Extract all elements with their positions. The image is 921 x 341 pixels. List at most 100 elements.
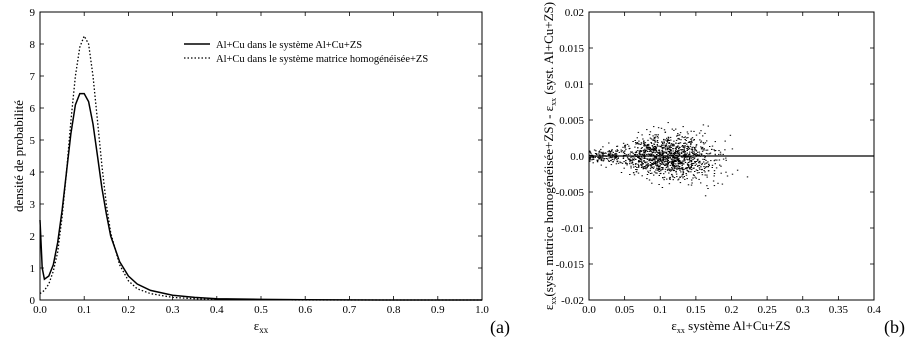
scatter-point	[655, 147, 657, 149]
scatter-point	[700, 166, 702, 168]
scatter-point	[653, 162, 656, 164]
panel-a: 0.0 0.1 0.2 0.3 0.4 0.5 0.6 0.7 0.8 0.9 1.0 0 1 2 3 4 5 6…	[11, 7, 510, 338]
scatter-point	[670, 162, 673, 164]
scatter-point	[632, 172, 635, 174]
scatter-point	[683, 147, 686, 149]
scatter-point	[650, 142, 652, 143]
scatter-point	[682, 146, 684, 148]
scatter-point	[668, 145, 670, 147]
scatter-point	[673, 169, 675, 171]
panel-label-b: (b)	[884, 317, 905, 338]
scatter-point	[658, 171, 660, 172]
scatter-point	[605, 158, 608, 159]
scatter-point	[600, 151, 602, 153]
y-axis-label-b-part2: (syst. Al+Cu+ZS)	[541, 2, 556, 98]
y-tick-label-a: 9	[30, 7, 36, 19]
y-axis-label-b-sub1: xx	[549, 297, 558, 305]
scatter-point	[673, 156, 676, 158]
scatter-point	[681, 162, 684, 164]
y-tick-label-b: 0.02	[565, 7, 584, 19]
scatter-point	[645, 145, 647, 147]
scatter-point	[654, 140, 656, 141]
scatter-point	[637, 161, 640, 162]
scatter-point	[624, 145, 626, 147]
scatter-point	[640, 142, 643, 144]
scatter-point	[707, 188, 709, 189]
scatter-point	[676, 154, 678, 156]
scatter-point	[662, 167, 664, 169]
scatter-point	[643, 142, 645, 144]
scatter-point	[658, 152, 661, 154]
scatter-point	[686, 150, 688, 151]
scatter-point	[676, 156, 678, 158]
scatter-point	[669, 153, 672, 155]
scatter-point	[675, 165, 677, 167]
scatter-point	[595, 154, 598, 155]
scatter-point	[650, 150, 652, 152]
scatter-point	[594, 156, 596, 158]
scatter-point	[679, 176, 681, 178]
scatter-point	[660, 163, 663, 165]
scatter-point	[646, 144, 649, 146]
scatter-point	[626, 143, 629, 145]
scatter-point	[725, 171, 727, 173]
scatter-point	[680, 163, 682, 165]
scatter-point	[653, 150, 655, 152]
scatter-point	[639, 149, 641, 151]
scatter-point	[668, 177, 671, 179]
scatter-point	[659, 163, 661, 164]
scatter-point	[639, 152, 641, 154]
x-tick-label-b: 0.05	[615, 304, 635, 316]
scatter-point	[684, 162, 687, 163]
scatter-point	[700, 140, 703, 142]
scatter-point	[671, 160, 673, 162]
scatter-point	[678, 154, 681, 156]
scatter-point	[627, 153, 629, 155]
scatter-point	[678, 134, 680, 136]
scatter-point	[660, 152, 662, 154]
scatter-point	[668, 151, 671, 152]
scatter-point	[661, 151, 664, 153]
scatter-point	[687, 154, 690, 156]
scatter-point	[687, 146, 689, 148]
scatter-point	[615, 156, 618, 158]
scatter-point	[706, 185, 708, 187]
scatter-point	[656, 145, 659, 147]
scatter-point	[687, 170, 689, 172]
scatter-point	[677, 156, 680, 158]
scatter-point	[635, 143, 637, 145]
scatter-point	[600, 159, 602, 161]
scatter-point	[677, 143, 679, 144]
x-tick-label-a: 0.9	[431, 304, 445, 316]
scatter-point	[631, 158, 634, 160]
scatter-point	[675, 128, 677, 130]
scatter-point	[650, 164, 652, 166]
scatter-point	[634, 165, 637, 167]
scatter-point	[656, 172, 658, 174]
scatter-point	[657, 166, 660, 168]
scatter-point	[698, 172, 700, 174]
scatter-point	[684, 145, 686, 147]
scatter-point	[596, 161, 599, 163]
scatter-point	[649, 170, 651, 172]
scatter-point	[665, 156, 667, 158]
series-group-a	[39, 34, 482, 301]
scatter-point	[662, 156, 665, 158]
scatter-point	[688, 158, 691, 159]
scatter-point	[652, 161, 655, 163]
scatter-point	[654, 138, 656, 140]
scatter-point	[724, 140, 726, 142]
y-tick-label-a: 8	[30, 39, 36, 51]
scatter-point	[653, 137, 655, 139]
scatter-point	[636, 154, 639, 156]
x-tick-label-a: 0.8	[387, 304, 401, 316]
scatter-point	[641, 134, 643, 136]
scatter-point	[679, 147, 681, 148]
scatter-point	[667, 164, 669, 166]
scatter-point	[599, 153, 601, 155]
scatter-point	[614, 156, 616, 158]
scatter-point	[666, 141, 669, 143]
scatter-point	[605, 152, 607, 154]
scatter-point	[713, 175, 715, 177]
scatter-point	[662, 143, 664, 144]
